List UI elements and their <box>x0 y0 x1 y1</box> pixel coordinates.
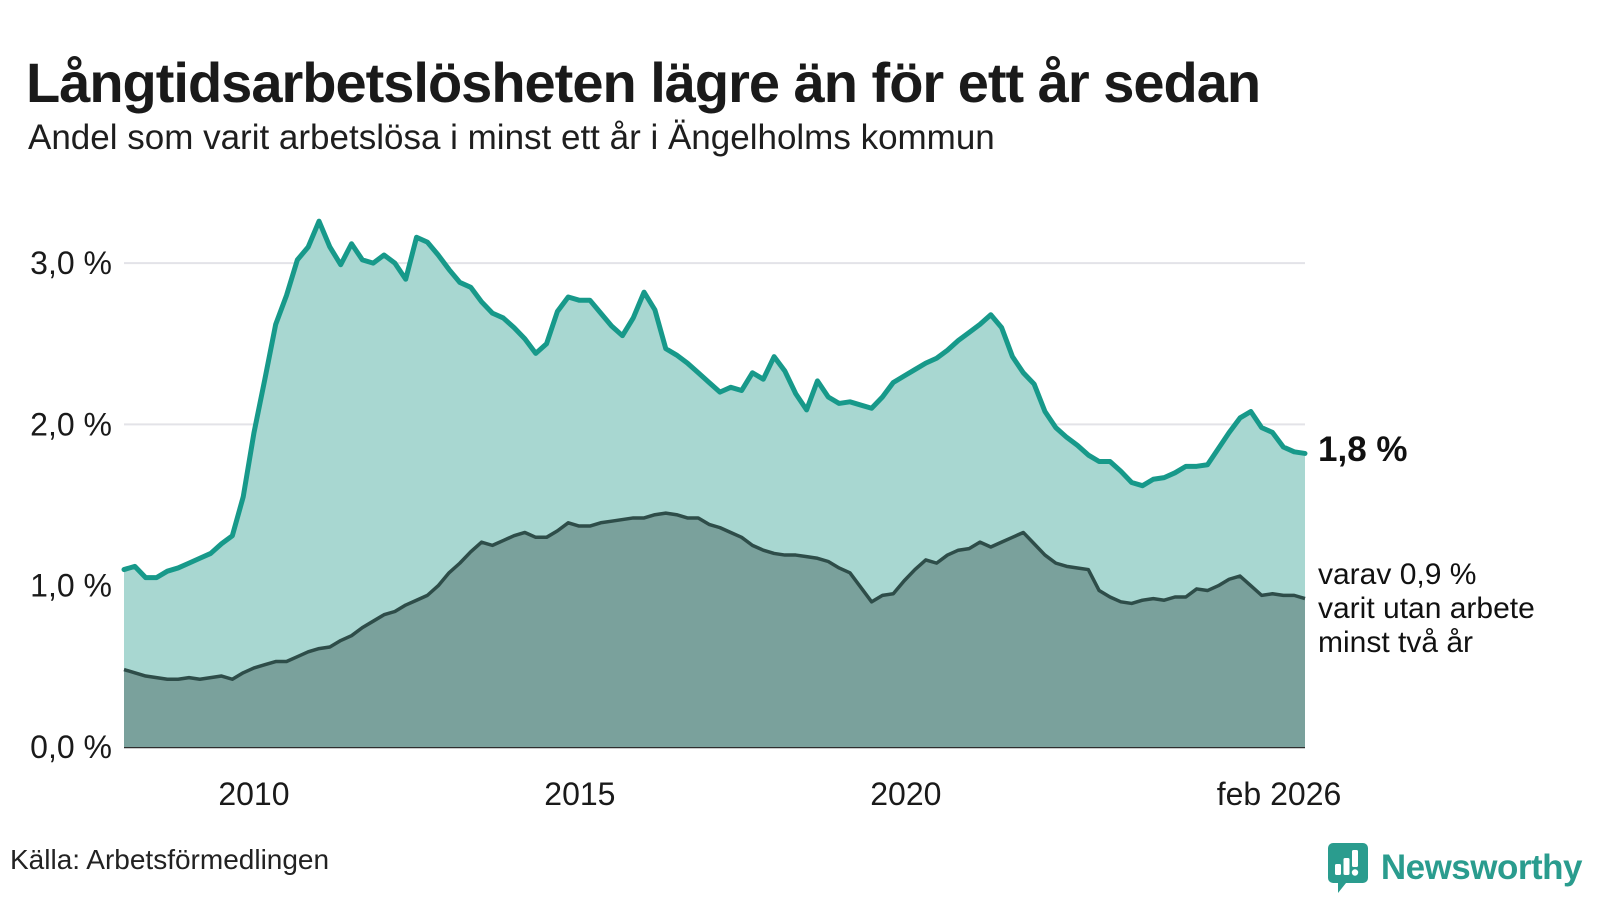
line-unemployed-two-years <box>123 511 1306 682</box>
line-unemployed-one-year <box>121 218 1308 581</box>
x-tick-label: 2020 <box>870 776 941 812</box>
chart-title: Långtidsarbetslösheten lägre än för ett … <box>26 50 1261 114</box>
x-tick-label: 2010 <box>218 776 289 812</box>
x-tick-label: 2015 <box>544 776 615 812</box>
y-tick-label: 0,0 % <box>30 729 112 765</box>
y-tick-label: 2,0 % <box>30 406 112 442</box>
area-unemployed-two-years <box>124 513 1305 747</box>
y-tick-label: 1,0 % <box>30 568 112 604</box>
subset-note-line: varav 0,9 % <box>1318 558 1477 591</box>
unemployment-area-chart: 3,0 % 2,0 % 1,0 % 0,0 % 2010 2015 2020 feb 2026 <box>30 218 1342 812</box>
chart-subtitle: Andel som varit arbetslösa i minst ett å… <box>28 118 995 157</box>
latest-value-label: 1,8 % <box>1318 430 1408 469</box>
subset-note-label: varav 0,9 % varit utan arbete minst två … <box>1318 558 1535 661</box>
subset-note-line: varit utan arbete <box>1318 592 1535 626</box>
x-tick-label: feb 2026 <box>1217 776 1342 812</box>
source-caption: Källa: Arbetsförmedlingen <box>10 844 330 875</box>
newsworthy-bubble-icon <box>1327 843 1368 893</box>
newsworthy-logo: Newsworthy <box>1327 840 1583 896</box>
subset-note-line: minst två år <box>1318 626 1474 660</box>
y-tick-label: 3,0 % <box>30 245 112 281</box>
newsworthy-wordmark: Newsworthy <box>1380 848 1583 887</box>
